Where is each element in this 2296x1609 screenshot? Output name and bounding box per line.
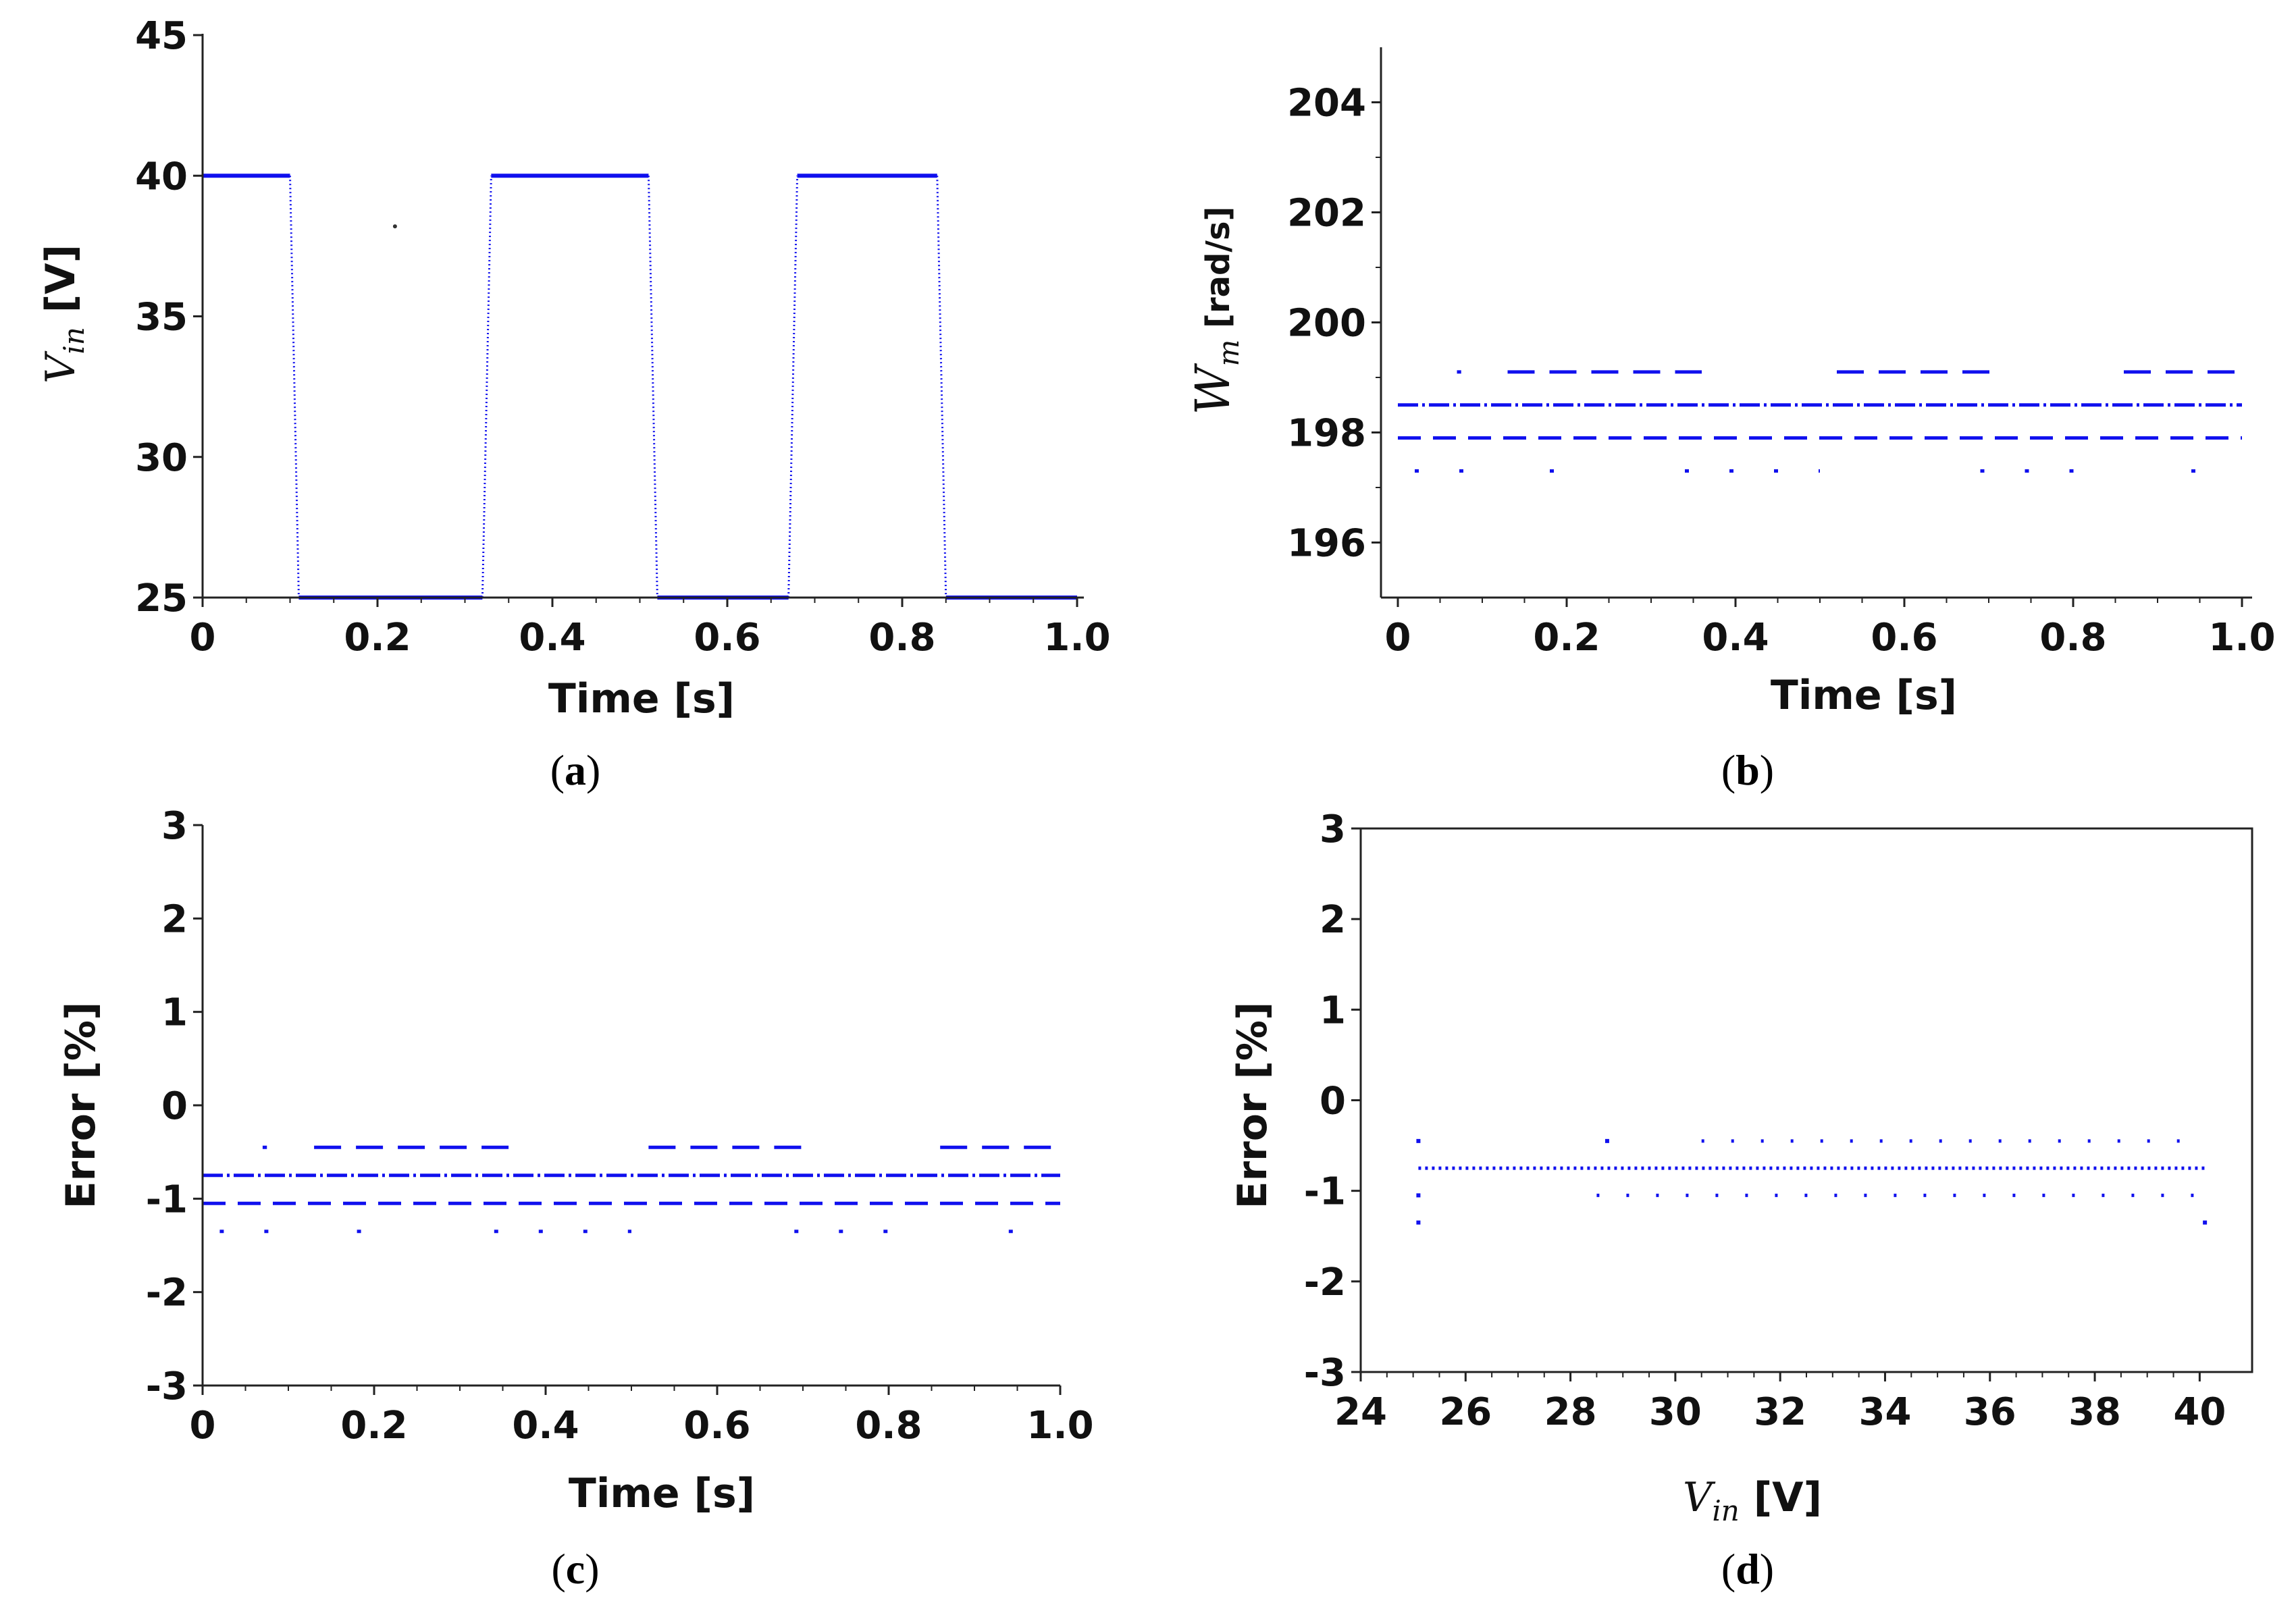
- y-tick-label-b: 196: [1287, 522, 1366, 566]
- x-tick-label-c: 0.6: [683, 1404, 750, 1448]
- x-tick-label-c: 0: [190, 1404, 216, 1448]
- x-tick-label-d: 24: [1334, 1390, 1387, 1434]
- x-axis-unit-d: [V]: [1740, 1474, 1822, 1521]
- y-tick-label-b: 204: [1287, 82, 1366, 126]
- panel-d: -3 -2 -1 0 1 2 3 24 26 28 30 32 34 36 38 40 Vin [V] Err…: [1229, 808, 2253, 1593]
- y-tick-label-a: 30: [135, 436, 188, 480]
- y-tick-label-b: 198: [1287, 412, 1366, 456]
- x-tick-label-d: 36: [1964, 1390, 2016, 1434]
- y-axis-label-b: Wm [rad/s]: [1185, 207, 1245, 415]
- series-line-a: [936, 176, 947, 598]
- x-tick-label-a: 0.8: [868, 616, 935, 660]
- series-line-a: [289, 176, 300, 598]
- y-tick-label-d: 0: [1320, 1080, 1346, 1124]
- y-tick-label-c: 0: [161, 1084, 188, 1128]
- caption-d: (d): [1721, 1545, 1774, 1593]
- caption-c: (c): [551, 1545, 599, 1593]
- ticks-d: -3 -2 -1 0 1 2 3 24 26 28 30 32 34 36 38 40: [1304, 808, 2226, 1434]
- x-axis-label-c: Time [s]: [569, 1470, 755, 1517]
- y-tick-label-a: 45: [135, 14, 188, 58]
- x-tick-label-b: 1.0: [2208, 616, 2275, 660]
- y-tick-label-d: -3: [1304, 1351, 1346, 1395]
- x-tick-label-c: 0.4: [512, 1404, 579, 1448]
- caption-b: (b): [1721, 746, 1774, 794]
- x-tick-label-d: 28: [1544, 1390, 1597, 1434]
- data-point-d: [1416, 1138, 1421, 1143]
- y-axis-label-d: Error [%]: [1229, 1002, 1276, 1209]
- y-tick-label-a: 25: [135, 577, 188, 621]
- y-tick-label-d: -1: [1304, 1170, 1346, 1214]
- y-axis-symbol-a: V: [37, 350, 84, 384]
- y-axis-label-c: Error [%]: [57, 1002, 105, 1209]
- plot-area-c: [203, 825, 1060, 1386]
- x-tick-label-b: 0.2: [1533, 616, 1600, 660]
- data-point-d: [1416, 1193, 1421, 1198]
- x-tick-label-b: 0.4: [1702, 616, 1769, 660]
- x-axis-label-d: Vin [V]: [1683, 1474, 1822, 1527]
- y-tick-label-c: 2: [161, 897, 188, 941]
- x-axis-subscript-d: in: [1712, 1494, 1739, 1527]
- data-point-d: [1416, 1220, 1421, 1225]
- series-c: [203, 1145, 1060, 1234]
- series-line-a: [647, 176, 658, 598]
- x-tick-label-c: 0.8: [855, 1404, 922, 1448]
- x-tick-label-c: 0.2: [340, 1404, 407, 1448]
- y-tick-label-c: 1: [161, 991, 188, 1035]
- y-axis-unit-a: [V]: [37, 244, 84, 327]
- y-axis-label-a: Vin [V]: [37, 244, 90, 384]
- plot-area-b: [1398, 47, 2252, 598]
- series-line-a: [787, 176, 799, 598]
- data-point-d: [1604, 1138, 1609, 1143]
- y-tick-label-d: 3: [1320, 808, 1346, 851]
- plot-area-d: [1359, 827, 2253, 1373]
- series-b: [1398, 370, 2242, 473]
- data-point-a: [392, 224, 397, 229]
- x-tick-label-a: 0.6: [694, 616, 760, 660]
- x-axis-label-a: Time [s]: [548, 675, 735, 722]
- caption-a: (a): [550, 746, 601, 794]
- y-axis-subscript-b: m: [1212, 340, 1245, 367]
- x-tick-label-d: 38: [2068, 1390, 2121, 1434]
- panel-b: 196 198 200 202 204 0 0.2 0.4 0.6 0.8 1.0 Time [s]…: [1185, 47, 2276, 794]
- y-tick-label-c: -3: [146, 1365, 188, 1408]
- y-tick-label-d: 1: [1320, 988, 1346, 1032]
- series-line-a: [481, 176, 492, 598]
- panel-a: 25 30 35 40 45 0 0.2 0.4 0.6 0.8 1.0 Time [s] Vin …: [37, 14, 1111, 794]
- y-tick-label-a: 40: [135, 155, 188, 199]
- y-tick-label-c: 3: [161, 804, 188, 848]
- panel-c: -3 -2 -1 0 1 2 3 0 0.2 0.4 0.6 0.8 1.0 Time [s] Erro…: [57, 804, 1094, 1593]
- plot-area-a: [203, 34, 1084, 598]
- x-axis-symbol-d: V: [1683, 1474, 1716, 1521]
- series-d: [1416, 1138, 2208, 1225]
- x-tick-label-d: 30: [1649, 1390, 1702, 1434]
- y-tick-label-d: 2: [1320, 898, 1346, 942]
- y-tick-label-b: 202: [1287, 192, 1366, 236]
- x-tick-label-a: 1.0: [1043, 616, 1110, 660]
- y-tick-label-b: 200: [1287, 302, 1366, 346]
- y-tick-label-c: -2: [146, 1271, 188, 1315]
- x-tick-label-a: 0.2: [344, 616, 411, 660]
- x-axis-label-b: Time [s]: [1771, 672, 1957, 719]
- y-axis-symbol-b: W: [1185, 363, 1241, 415]
- ticks-a: 25 30 35 40 45 0 0.2 0.4 0.6 0.8 1.0: [135, 14, 1111, 660]
- x-tick-label-d: 26: [1439, 1390, 1492, 1434]
- y-tick-label-c: -1: [146, 1178, 188, 1221]
- x-tick-label-b: 0: [1385, 616, 1411, 660]
- data-point-d: [2203, 1220, 2208, 1225]
- x-tick-label-a: 0.4: [519, 616, 585, 660]
- x-tick-label-b: 0.8: [2039, 616, 2106, 660]
- x-tick-label-d: 34: [1859, 1390, 1912, 1434]
- y-tick-label-a: 35: [135, 296, 188, 340]
- x-tick-label-b: 0.6: [1871, 616, 1937, 660]
- y-axis-unit-b: [rad/s]: [1199, 207, 1237, 340]
- y-axis-subscript-a: in: [57, 327, 90, 354]
- x-tick-label-d: 32: [1754, 1390, 1806, 1434]
- x-tick-label-a: 0: [190, 616, 216, 660]
- x-tick-label-d: 40: [2173, 1390, 2226, 1434]
- ticks-c: -3 -2 -1 0 1 2 3 0 0.2 0.4 0.6 0.8 1.0: [146, 804, 1094, 1448]
- x-tick-label-c: 1.0: [1026, 1404, 1093, 1448]
- y-tick-label-d: -2: [1304, 1261, 1346, 1304]
